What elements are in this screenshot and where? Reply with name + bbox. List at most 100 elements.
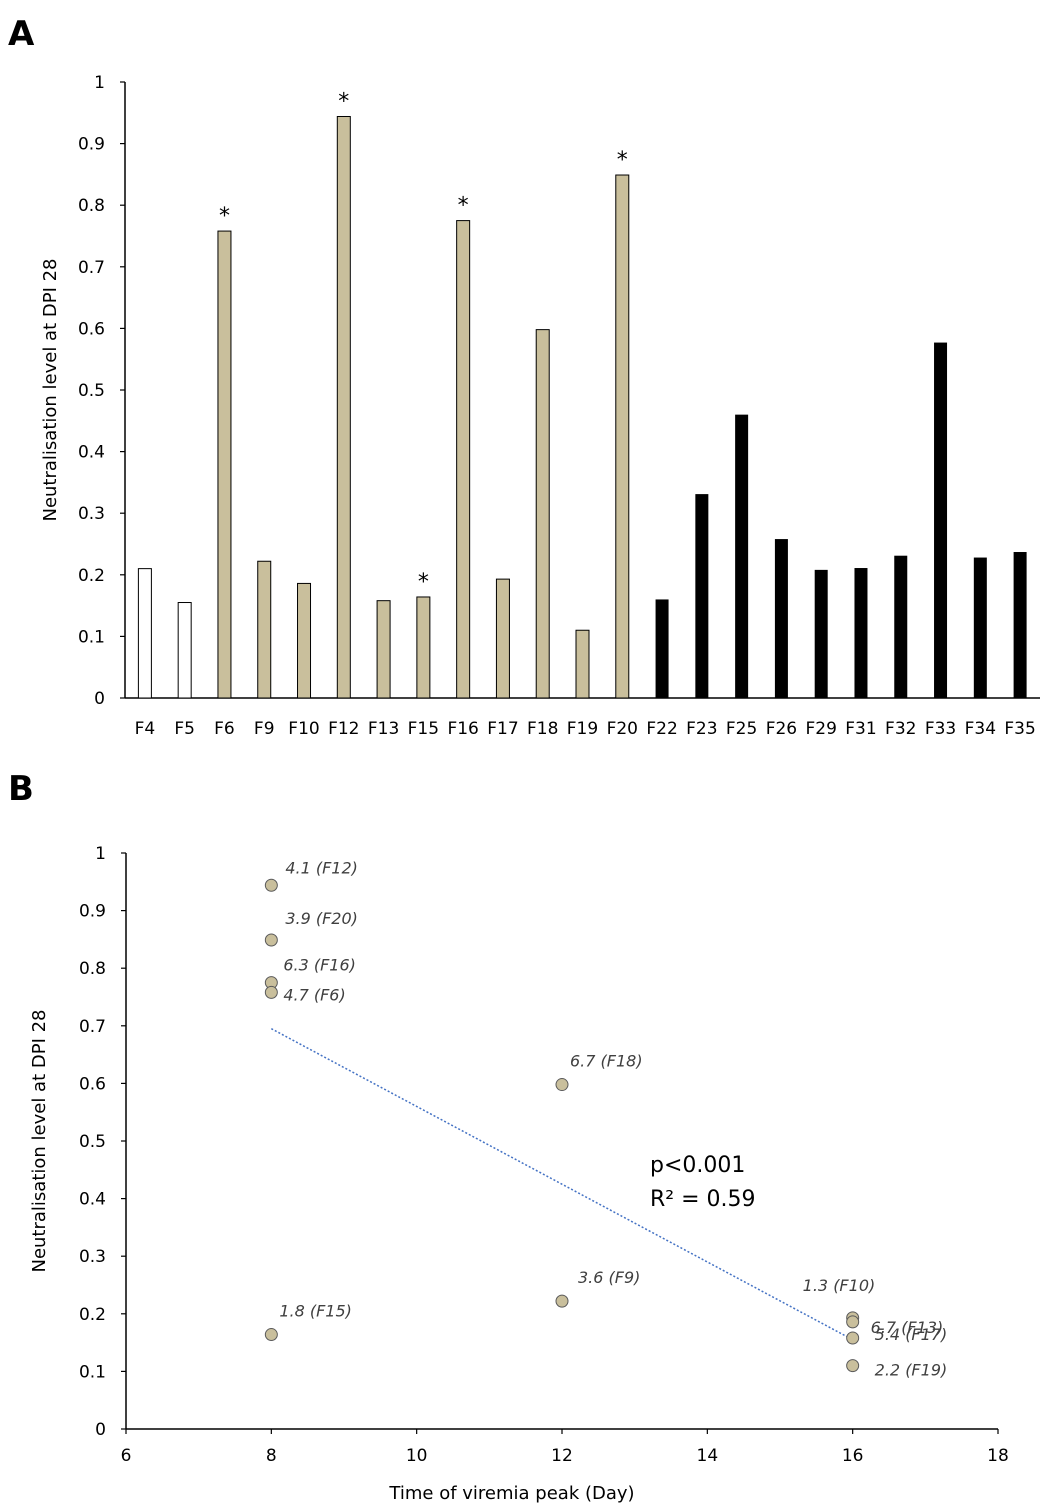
a-x-tick-label: F25 (726, 719, 757, 739)
a-bar-f6 (217, 230, 232, 699)
a-y-tick-label: 0 (94, 689, 105, 709)
b-y-axis-title: Neutralisation level at DPI 28 (29, 1009, 50, 1272)
a-bar-f22 (655, 599, 669, 698)
a-x-tick-label: F35 (1004, 719, 1035, 739)
b-x-tick-label: 6 (121, 1446, 132, 1466)
a-bar-f23 (695, 494, 709, 698)
panel-a-chart: 0 0.1 0.2 0.3 0.4 0.5 0.6 0.7 0.8 0.9 1 Neutralisat… (40, 73, 1040, 739)
b-point (555, 1294, 569, 1308)
b-r-squared: R² = 0.59 (650, 1187, 756, 1212)
b-y-tick-label: 0.9 (79, 902, 106, 922)
a-x-tick-label: F31 (845, 719, 876, 739)
a-x-tick-label: F26 (766, 719, 797, 739)
a-y-tick-label: 1 (94, 73, 105, 93)
b-x-axis-title: Time of viremia peak (Day) (388, 1483, 634, 1504)
a-bar-f34 (973, 557, 987, 698)
b-point-label: 4.7 (F6) (283, 985, 345, 1004)
b-y-tick-label: 0.8 (79, 959, 106, 979)
a-x-tick-label: F16 (447, 719, 478, 739)
a-x-tick-label: F32 (885, 719, 916, 739)
b-point-label: 2.2 (F19) (875, 1361, 948, 1380)
a-x-tick-label: F10 (288, 719, 319, 739)
a-bar-f10 (297, 582, 312, 699)
a-bar-f35 (1013, 552, 1027, 698)
a-y-tick-label: 0.2 (78, 566, 105, 586)
a-y-tick-label: 0.4 (78, 443, 105, 463)
a-x-tick-label: F23 (686, 719, 717, 739)
a-x-tick-label: F33 (925, 719, 956, 739)
b-x-tick-label: 16 (842, 1446, 864, 1466)
b-y-tick-label: 0.4 (79, 1190, 106, 1210)
a-x-tick-label: F4 (135, 719, 156, 739)
a-significance-star: * (219, 204, 230, 229)
b-y-tick-label: 0.5 (79, 1132, 106, 1152)
a-x-tick-label: F15 (408, 719, 439, 739)
b-x-tick-label: 12 (551, 1446, 573, 1466)
a-x-tick-label: F9 (254, 719, 275, 739)
b-x-tick-label: 18 (987, 1446, 1009, 1466)
b-point-label: 6.7 (F18) (570, 1052, 643, 1071)
b-point (846, 1331, 860, 1345)
b-point-label: 4.1 (F12) (285, 858, 358, 877)
b-y-tick-label: 0.3 (79, 1247, 106, 1267)
b-point (846, 1315, 860, 1329)
a-significance-star: * (418, 570, 429, 595)
b-y-tick-label: 0 (95, 1420, 106, 1440)
b-y-tick-label: 0.1 (79, 1362, 106, 1382)
b-y-tick-label: 0.6 (79, 1074, 106, 1094)
b-x-tick-label: 10 (406, 1446, 428, 1466)
b-point (264, 1328, 278, 1342)
panel-a-letter: A (8, 14, 35, 54)
b-point (264, 933, 278, 947)
b-point-label: 5.4 (F17) (875, 1325, 948, 1344)
b-point-label: 1.8 (F15) (279, 1302, 352, 1321)
panel-b-chart: 00.10.20.30.40.50.60.70.80.916 8 10 12 14 16 1… (29, 844, 1009, 1504)
a-y-tick-label: 0.8 (78, 196, 105, 216)
a-bar-f13 (376, 600, 391, 699)
a-y-tick-label: 0.5 (78, 381, 105, 401)
a-y-tick-label: 0.3 (78, 504, 105, 524)
a-bar-f9 (257, 560, 272, 699)
a-x-tick-label: F29 (805, 719, 836, 739)
a-significance-star: * (338, 89, 349, 114)
a-bar-f33 (934, 342, 948, 698)
b-point (846, 1359, 860, 1373)
a-bar-f32 (894, 555, 908, 698)
b-trendline (270, 1028, 854, 1341)
a-x-tick-label: F19 (567, 719, 598, 739)
a-bar-f29 (814, 569, 828, 698)
a-bar-f20 (615, 174, 630, 699)
a-y-tick-label: 0.6 (78, 319, 105, 339)
b-point-label: 1.3 (F10) (803, 1276, 876, 1295)
b-point-label: 6.7 (F13) (871, 1318, 944, 1337)
a-bar-f5 (177, 602, 192, 699)
b-y-tick-label: 1 (95, 844, 106, 864)
a-x-tick-label: F20 (607, 719, 638, 739)
a-bar-f19 (575, 629, 590, 699)
b-x-tick-label: 8 (266, 1446, 277, 1466)
a-bar-f4 (137, 568, 152, 699)
a-y-tick-label: 0.9 (78, 135, 105, 155)
b-point-label: 6.3 (F16) (283, 956, 356, 975)
a-bar-f18 (535, 329, 550, 699)
a-bar-f12 (336, 115, 351, 699)
b-point-label: 3.9 (F20) (285, 909, 358, 928)
a-significance-star: * (617, 148, 628, 173)
b-point (264, 878, 278, 892)
a-y-tick-label: 0.7 (78, 258, 105, 278)
a-bar-f26 (774, 539, 788, 698)
a-y-axis-title: Neutralisation level at DPI 28 (40, 258, 61, 521)
b-y-tick-label: 0.2 (79, 1305, 106, 1325)
a-x-tick-label: F5 (174, 719, 195, 739)
a-bar-f17 (495, 578, 510, 699)
a-x-tick-label: F13 (368, 719, 399, 739)
panel-b-letter: B (8, 769, 34, 809)
a-x-tick-label: F18 (527, 719, 558, 739)
a-bar-f25 (735, 414, 749, 698)
a-x-tick-label: F34 (965, 719, 996, 739)
b-point (264, 985, 278, 999)
a-y-tick-label: 0.1 (78, 627, 105, 647)
b-y-tick-label: 0.7 (79, 1017, 106, 1037)
a-x-tick-label: F22 (646, 719, 677, 739)
